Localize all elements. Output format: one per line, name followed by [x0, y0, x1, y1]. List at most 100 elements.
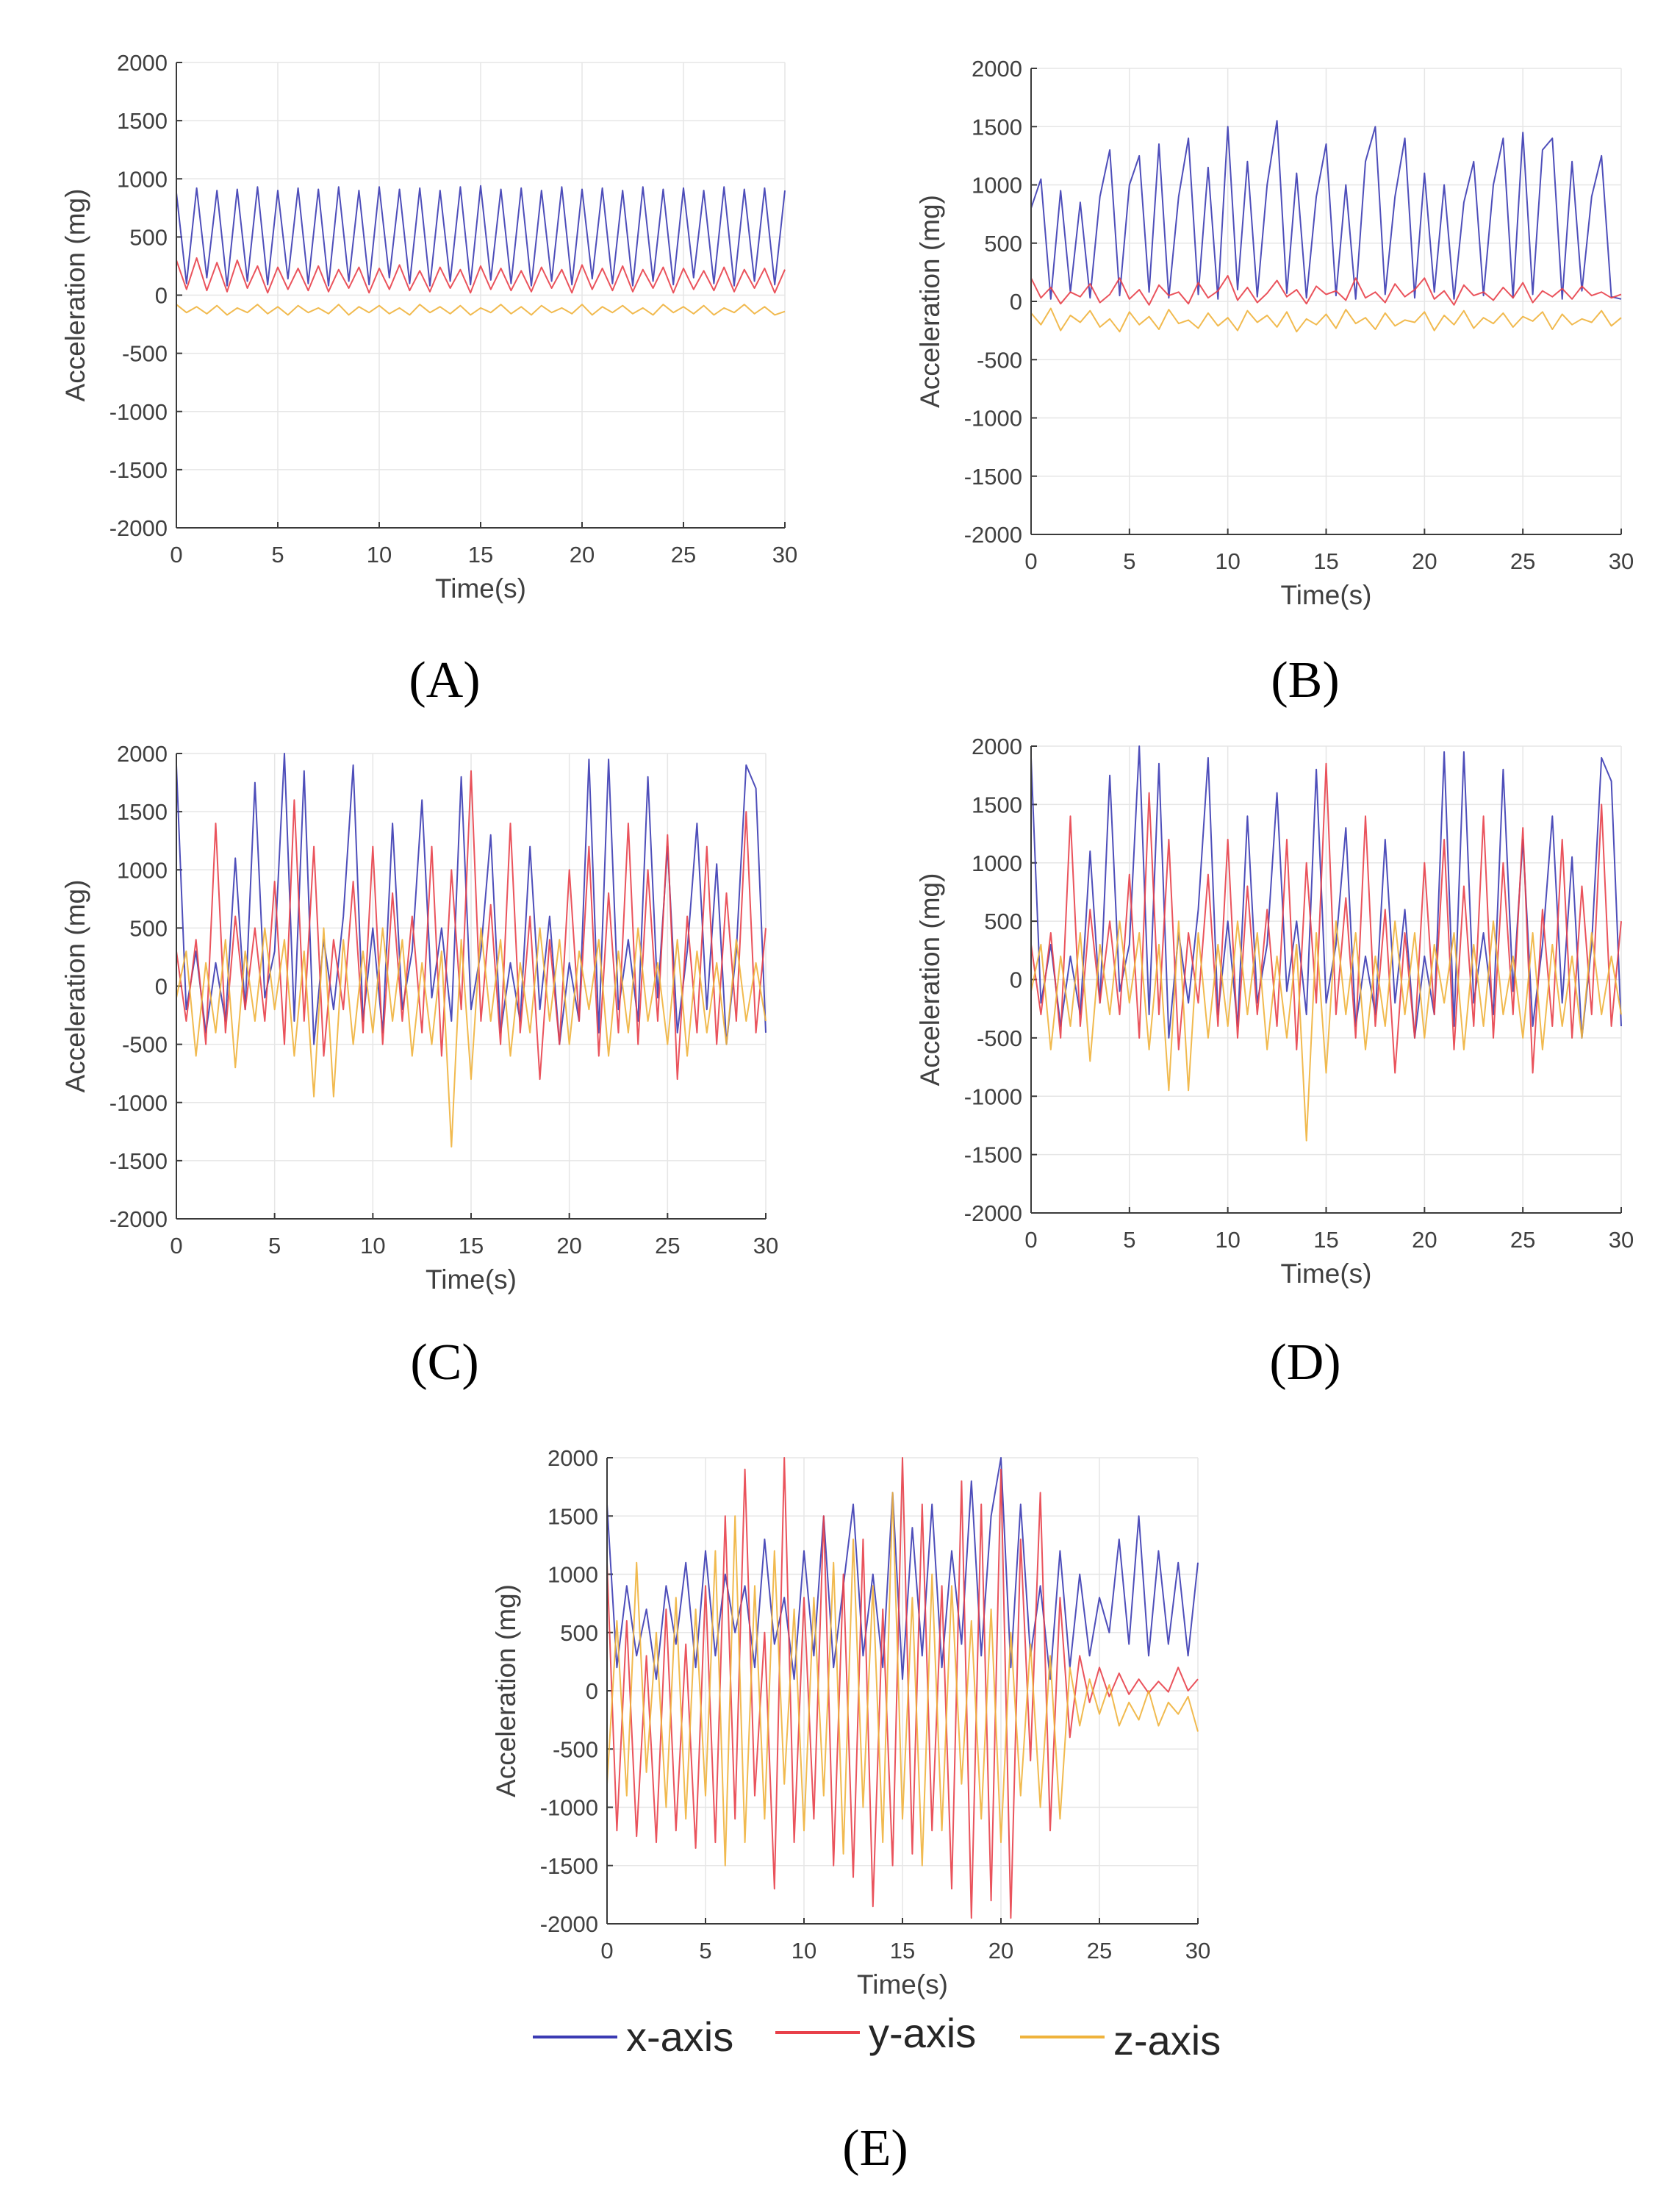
x-tick-label: 0	[1024, 548, 1037, 574]
x-tick-label: 30	[1185, 1938, 1210, 1963]
x-tick-label: 25	[655, 1233, 680, 1259]
x-tick-label: 10	[791, 1938, 816, 1963]
x-tick-label: 25	[1510, 1227, 1535, 1253]
x-tick-label: 25	[1087, 1938, 1112, 1963]
panel-b-chart: 0 5 10 15 20 25 30 2000 1500 1000 500 0 -500 -1000 -15…	[915, 56, 1634, 610]
x-tick-label: 0	[170, 542, 182, 568]
y-tick-label: 0	[155, 974, 168, 1000]
y-tick-label: 1000	[548, 1562, 598, 1588]
y-tick-label: -1000	[964, 406, 1022, 432]
y-tick-label: 2000	[972, 734, 1022, 759]
x-tick-label: 15	[1313, 548, 1338, 574]
x-tick-label: 30	[772, 542, 797, 568]
x-tick-label: 30	[1609, 1227, 1634, 1253]
x-axis-label: Time(s)	[857, 1969, 948, 2000]
y-axis-label: Acceleration (mg)	[915, 195, 945, 408]
series-line-x	[176, 185, 786, 287]
panel-c-chart: 0 5 10 15 20 25 30 2000 1500 1000 500 0 -500 -1000 -15…	[60, 741, 778, 1295]
x-axis-label: Time(s)	[435, 573, 526, 604]
x-tick-label: 5	[268, 1233, 281, 1259]
y-tick-label: -500	[553, 1736, 598, 1762]
x-tick-label: 15	[459, 1233, 484, 1259]
x-tick-label: 20	[556, 1233, 581, 1259]
legend-label-x: x-axis	[626, 2013, 733, 2060]
series-line-y	[176, 257, 786, 294]
x-tick-label: 0	[170, 1233, 182, 1259]
y-tick-label: 1000	[117, 857, 168, 883]
panel-d-chart: 0 5 10 15 20 25 30 2000 1500 1000 500 0 -500 -1000 -15…	[915, 734, 1634, 1289]
y-tick-label: -2000	[540, 1911, 598, 1937]
y-tick-label: 2000	[117, 50, 168, 76]
x-tick-label: 15	[1313, 1227, 1338, 1253]
y-tick-label: 1500	[117, 108, 168, 134]
series-line-y	[1030, 762, 1622, 1074]
y-tick-label: 2000	[548, 1445, 598, 1471]
y-tick-label: -1000	[540, 1795, 598, 1821]
x-axis-label: Time(s)	[426, 1264, 517, 1295]
y-tick-label: -2000	[964, 1200, 1022, 1226]
y-tick-label: 0	[586, 1678, 598, 1704]
y-tick-label: 500	[560, 1620, 598, 1646]
x-tick-label: 20	[1412, 548, 1437, 574]
panel-a-chart: 0 5 10 15 20 25 30 2000 1500 1000 500 0 -500 -1000 -15…	[60, 50, 797, 604]
x-tick-label: 15	[890, 1938, 915, 1963]
y-tick-label: 1000	[117, 166, 168, 192]
x-tick-label: 20	[570, 542, 595, 568]
y-tick-label: -2000	[964, 522, 1022, 548]
y-tick-label: -1500	[110, 1148, 168, 1174]
y-axis-label: Acceleration (mg)	[60, 880, 90, 1093]
series-line-z	[606, 1492, 1199, 1866]
series-line-z	[1030, 920, 1622, 1142]
y-tick-label: 2000	[117, 741, 168, 767]
x-tick-label: 5	[1123, 1227, 1135, 1253]
y-axis-label: Acceleration (mg)	[491, 1584, 521, 1797]
series-line-z	[176, 927, 767, 1148]
series-line-y	[176, 770, 767, 1081]
panel-label-c: (C)	[410, 1334, 478, 1391]
x-tick-label: 0	[600, 1938, 613, 1963]
y-tick-label: -1000	[110, 1090, 168, 1116]
y-tick-label: 500	[984, 231, 1022, 257]
y-tick-label: 1500	[548, 1503, 598, 1529]
x-tick-label: 0	[1024, 1227, 1037, 1253]
panel-label-b: (B)	[1271, 652, 1339, 709]
y-tick-label: 2000	[972, 56, 1022, 82]
x-tick-label: 10	[360, 1233, 385, 1259]
y-tick-label: -500	[122, 1032, 168, 1058]
y-tick-label: -2000	[110, 515, 168, 541]
y-tick-label: 1500	[117, 799, 168, 825]
y-tick-label: 0	[155, 283, 168, 309]
series-line-x	[606, 1457, 1199, 1680]
x-tick-label: 25	[1510, 548, 1535, 574]
x-tick-label: 10	[1215, 1227, 1240, 1253]
x-tick-label: 25	[671, 542, 696, 568]
y-tick-label: -1500	[964, 464, 1022, 490]
series-line-z	[1030, 307, 1622, 333]
y-tick-label: -1000	[964, 1084, 1022, 1109]
x-axis-label: Time(s)	[1281, 580, 1372, 610]
y-tick-label: 1000	[972, 173, 1022, 198]
series-line-z	[176, 304, 786, 316]
legend-label-z: z-axis	[1113, 2017, 1221, 2063]
series-line-x	[1030, 120, 1622, 300]
y-tick-label: 1000	[972, 851, 1022, 876]
panel-label-d: (D)	[1269, 1334, 1340, 1391]
y-tick-label: -1500	[964, 1142, 1022, 1168]
y-tick-label: 1500	[972, 792, 1022, 817]
x-tick-label: 15	[468, 542, 493, 568]
y-tick-label: 500	[984, 909, 1022, 934]
x-tick-label: 5	[271, 542, 284, 568]
x-tick-label: 5	[699, 1938, 711, 1963]
y-tick-label: -500	[122, 341, 168, 367]
x-axis-label: Time(s)	[1281, 1259, 1372, 1289]
y-tick-label: -2000	[110, 1206, 168, 1232]
y-tick-label: -500	[977, 347, 1022, 373]
x-tick-label: 5	[1123, 548, 1135, 574]
y-tick-label: 0	[1010, 967, 1022, 993]
y-tick-label: 0	[1010, 289, 1022, 315]
panel-label-e: (E)	[842, 2120, 908, 2177]
y-tick-label: -1500	[540, 1853, 598, 1879]
y-axis-label: Acceleration (mg)	[915, 873, 945, 1087]
y-tick-label: 500	[129, 915, 168, 941]
